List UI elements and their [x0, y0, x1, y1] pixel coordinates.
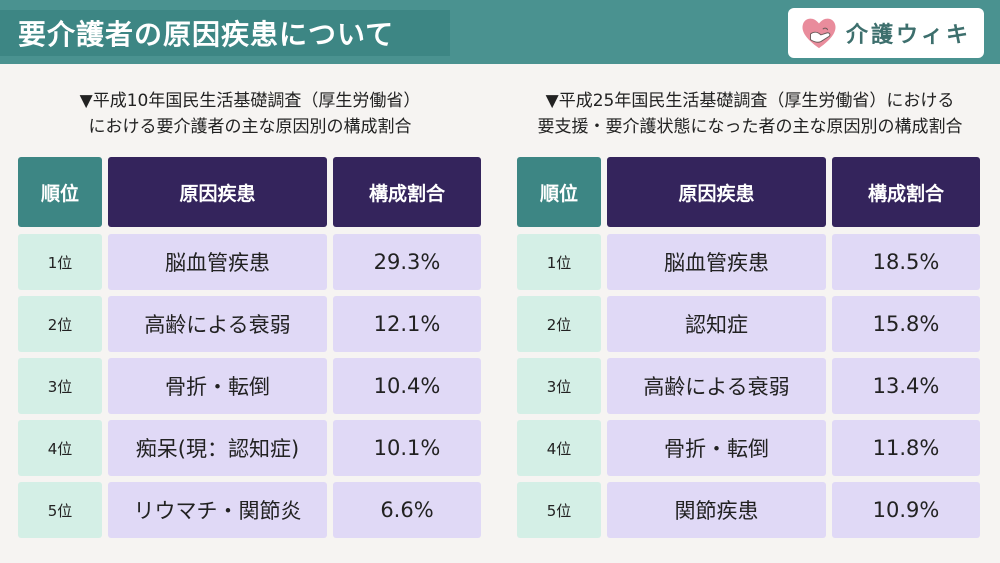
cause-cell: 痴呆(現：認知症): [108, 420, 327, 476]
pct-cell: 12.1%: [333, 296, 481, 352]
left-caption-line1: ▼平成10年国民生活基礎調査（厚生労働省）: [79, 91, 421, 111]
pct-cell: 11.8%: [832, 420, 980, 476]
rank-cell: 5位: [517, 482, 601, 538]
cause-cell: 認知症: [607, 296, 826, 352]
cause-cell: 高齢による衰弱: [108, 296, 327, 352]
rank-cell: 3位: [517, 358, 601, 414]
cause-cell: 骨折・転倒: [108, 358, 327, 414]
logo: 介護ウィキ: [788, 8, 984, 58]
page-title: 要介護者の原因疾患について: [0, 10, 450, 56]
right-caption: ▼平成25年国民生活基礎調査（厚生労働省）における 要支援・要介護状態になった者…: [515, 88, 985, 140]
header-rank: 順位: [517, 157, 601, 227]
pct-cell: 10.1%: [333, 420, 481, 476]
cause-cell: 脳血管疾患: [607, 234, 826, 290]
cause-cell: 脳血管疾患: [108, 234, 327, 290]
right-caption-line2: 要支援・要介護状態になった者の主な原因別の構成割合: [537, 117, 963, 137]
rank-cell: 3位: [18, 358, 102, 414]
cause-cell: リウマチ・関節炎: [108, 482, 327, 538]
header-bar: 要介護者の原因疾患について 介護ウィキ: [0, 0, 1000, 64]
rank-cell: 2位: [517, 296, 601, 352]
pct-cell: 13.4%: [832, 358, 980, 414]
heart-hands-icon: [802, 18, 836, 49]
rank-cell: 5位: [18, 482, 102, 538]
logo-text: 介護ウィキ: [846, 23, 972, 48]
cause-cell: 骨折・転倒: [607, 420, 826, 476]
rank-cell: 4位: [517, 420, 601, 476]
rank-cell: 2位: [18, 296, 102, 352]
pct-cell: 29.3%: [333, 234, 481, 290]
left-caption-line2: における要介護者の主な原因別の構成割合: [88, 117, 412, 137]
cause-cell: 高齢による衰弱: [607, 358, 826, 414]
cause-cell: 関節疾患: [607, 482, 826, 538]
right-caption-line1: ▼平成25年国民生活基礎調査（厚生労働省）における: [545, 91, 955, 111]
pct-cell: 10.9%: [832, 482, 980, 538]
rank-cell: 1位: [517, 234, 601, 290]
pct-cell: 18.5%: [832, 234, 980, 290]
header-cause: 原因疾患: [607, 157, 826, 227]
header-pct: 構成割合: [333, 157, 481, 227]
pct-cell: 6.6%: [333, 482, 481, 538]
header-cause: 原因疾患: [108, 157, 327, 227]
header-rank: 順位: [18, 157, 102, 227]
pct-cell: 10.4%: [333, 358, 481, 414]
rank-cell: 4位: [18, 420, 102, 476]
rank-cell: 1位: [18, 234, 102, 290]
header-pct: 構成割合: [832, 157, 980, 227]
left-caption: ▼平成10年国民生活基礎調査（厚生労働省） における要介護者の主な原因別の構成割…: [15, 88, 485, 140]
pct-cell: 15.8%: [832, 296, 980, 352]
